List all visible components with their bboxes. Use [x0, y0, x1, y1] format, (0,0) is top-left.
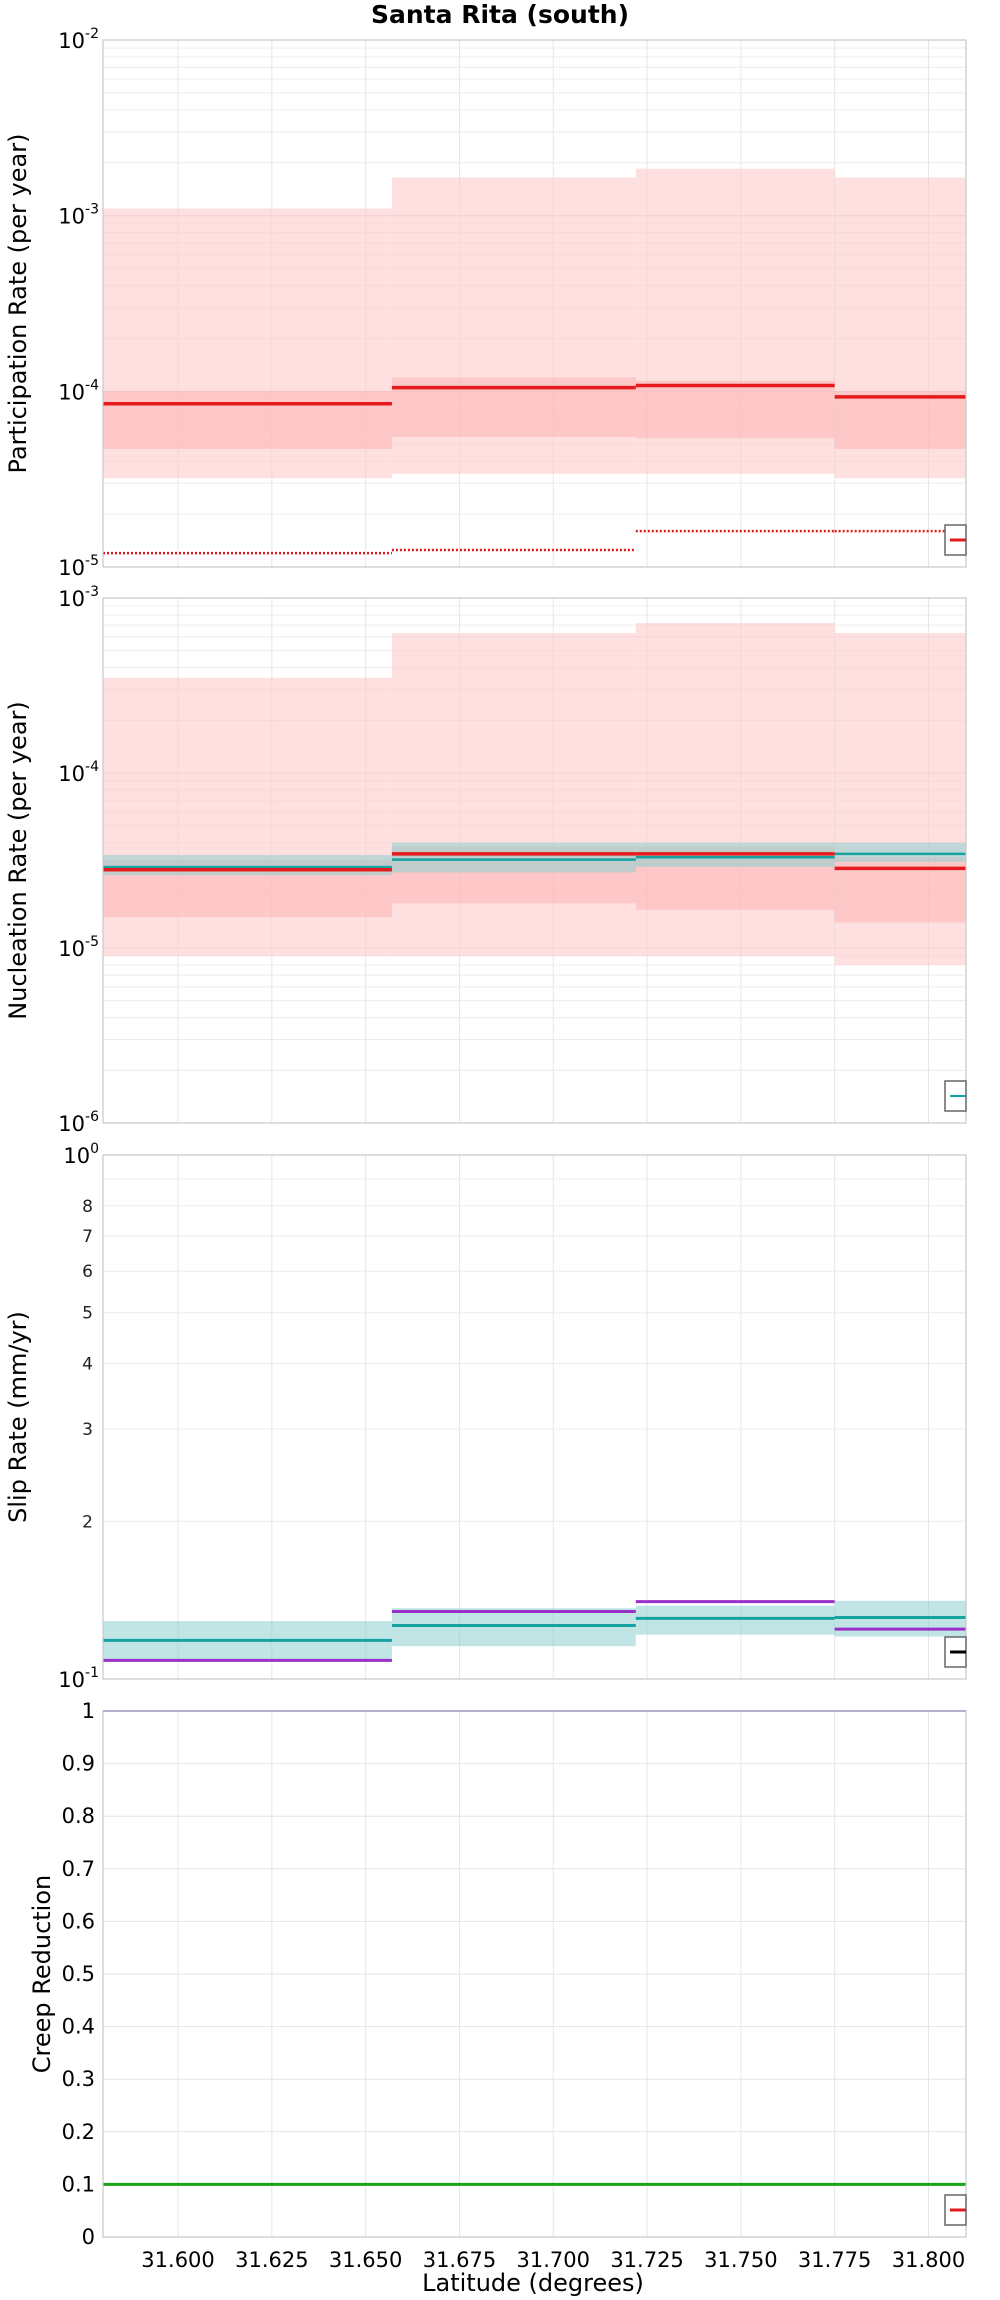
panel-slip: 10-1 100 2 3 4 5 6 7 8 Slip Rate (mm/yr) [4, 1141, 967, 1692]
y-tick-label: 0.6 [62, 1909, 95, 1933]
y-tick-label-minor: 6 [82, 1262, 93, 1282]
band-outer-range [391, 633, 636, 957]
band-outer-range [103, 208, 392, 479]
y-tick-label: 10-4 [58, 377, 99, 404]
band-target-range [391, 842, 636, 873]
panel-creep: 0 0.1 0.2 0.3 0.4 0.5 0.6 0.7 0.8 0.9 1 Creep Reduc… [28, 1699, 967, 2249]
x-axis-label: Latitude (degrees) [422, 2269, 644, 2297]
band-target-range [635, 1605, 835, 1635]
x-tick-label: 31.600 [141, 2248, 214, 2272]
plot-frame [102, 39, 967, 568]
y-tick-label: 10-3 [58, 584, 99, 611]
y-tick-label: 0.7 [62, 1857, 95, 1881]
plot-frame [102, 1154, 967, 1680]
y-tick-label: 10-2 [58, 26, 99, 53]
y-tick-label: 0.4 [62, 2015, 95, 2039]
y-tick-label: 0.2 [62, 2120, 95, 2144]
y-tick-label: 0.9 [62, 1752, 95, 1776]
y-tick-label-minor: 5 [82, 1304, 93, 1324]
band-outer-range [834, 633, 966, 965]
y-tick-label: 0 [82, 2225, 95, 2249]
band-target-range [103, 854, 392, 876]
x-tick-label: 31.750 [704, 2248, 777, 2272]
y-axis-label: Participation Rate (per year) [4, 134, 32, 474]
plot-area [103, 1155, 966, 1679]
panel-participation: 10-5 10-4 10-3 10-2 Participation Rate (per … [4, 26, 967, 580]
y-tick-label: 10-5 [58, 553, 99, 580]
y-tick-label-minor: 7 [82, 1227, 93, 1247]
y-tick-label: 0.5 [62, 1962, 95, 1986]
x-tick-label: 31.700 [517, 2248, 590, 2272]
y-tick-label-minor: 4 [82, 1355, 93, 1375]
y-tick-label: 0.3 [62, 2067, 95, 2091]
legend [944, 2194, 967, 2226]
y-tick-label: 10-5 [58, 934, 99, 961]
x-tick-label: 31.775 [798, 2248, 871, 2272]
x-tick-label: 31.675 [423, 2248, 496, 2272]
band-outer-range [635, 622, 835, 957]
y-tick-label-minor: 2 [82, 1512, 93, 1532]
plot-frame [102, 1710, 967, 2238]
band-target-range [834, 842, 966, 863]
y-tick-label: 10-1 [58, 1665, 99, 1692]
band-inner-range [635, 380, 835, 439]
y-axis-label: Nucleation Rate (per year) [4, 701, 32, 1020]
y-tick-label-minor: 8 [82, 1197, 93, 1217]
y-tick-label: 10-3 [58, 202, 99, 229]
x-tick-label: 31.800 [892, 2248, 965, 2272]
band-inner-range [834, 391, 966, 449]
legend [944, 1636, 967, 1668]
y-axis-label: Slip Rate (mm/yr) [4, 1311, 32, 1523]
plot-frame [102, 597, 967, 1124]
legend [944, 1080, 967, 1112]
y-tick-label: 0.1 [62, 2172, 95, 2196]
legend [944, 524, 967, 556]
band-outer-range [103, 677, 392, 957]
panels: 10-5 10-4 10-3 10-2 Participation Rate (per … [4, 26, 967, 2272]
y-axis-label: Creep Reduction [28, 1875, 56, 2073]
y-tick-label: 100 [63, 1141, 99, 1168]
y-tick-label-minor: 3 [82, 1420, 93, 1440]
figure-title: Santa Rita (south) [371, 0, 629, 29]
x-tick-label: 31.725 [610, 2248, 683, 2272]
x-tick-label: 31.625 [235, 2248, 308, 2272]
band-outer-range [834, 177, 966, 479]
band-target-range [391, 1608, 636, 1647]
y-tick-label: 10-4 [58, 759, 99, 786]
y-tick-label: 10-6 [58, 1109, 99, 1136]
y-tick-label: 1 [82, 1699, 95, 1723]
band-outer-range [635, 168, 835, 474]
panel-nucleation: 10-6 10-5 10-4 10-3 Nucleation Rate (per yea… [4, 584, 967, 1136]
x-tick-label: 31.650 [329, 2248, 402, 2272]
band-inner-range [103, 391, 392, 449]
y-tick-label: 0.8 [62, 1804, 95, 1828]
band-outer-range [391, 177, 636, 474]
